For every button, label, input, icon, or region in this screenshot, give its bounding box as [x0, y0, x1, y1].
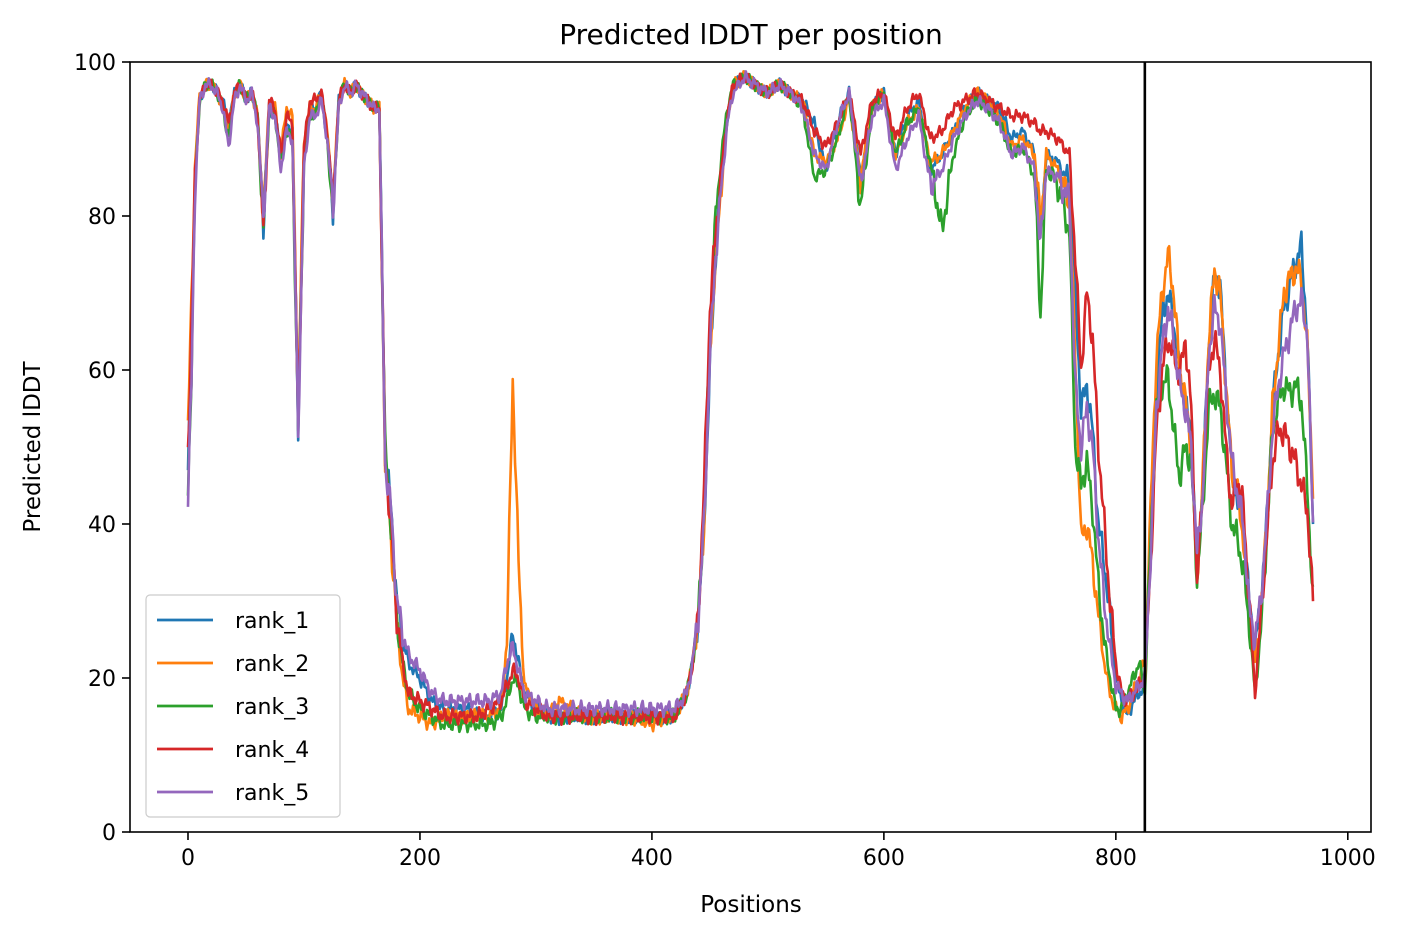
x-tick-label: 0 [181, 846, 195, 871]
x-axis-ticks: 0 200 400 600 800 1000 [181, 832, 1376, 871]
x-axis-label: Positions [700, 892, 802, 918]
chart-title: Predicted lDDT per position [559, 18, 943, 51]
plot-area [186, 62, 1315, 832]
y-axis-ticks: 0 20 40 60 80 100 [74, 51, 130, 846]
y-tick-label: 20 [88, 667, 116, 692]
legend: rank_1 rank_2 rank_3 rank_4 rank_5 [145, 594, 341, 818]
x-tick-label: 200 [399, 846, 441, 871]
legend-label-rank_4: rank_4 [235, 738, 309, 763]
series-line-rank_5 [186, 70, 1315, 719]
y-tick-label: 60 [88, 359, 116, 384]
legend-label-rank_1: rank_1 [235, 609, 309, 634]
legend-label-rank_2: rank_2 [235, 652, 309, 677]
y-tick-label: 40 [88, 513, 116, 538]
x-tick-label: 600 [863, 846, 905, 871]
y-axis-label: Predicted lDDT [20, 360, 46, 532]
x-tick-label: 400 [631, 846, 673, 871]
y-tick-label: 100 [74, 51, 116, 76]
legend-box [145, 594, 341, 818]
y-tick-label: 0 [102, 821, 116, 846]
y-tick-label: 80 [88, 205, 116, 230]
legend-label-rank_5: rank_5 [235, 781, 309, 806]
axes-frame [129, 61, 1372, 833]
legend-label-rank_3: rank_3 [235, 695, 309, 720]
x-tick-label: 800 [1095, 846, 1137, 871]
x-tick-label: 1000 [1320, 846, 1376, 871]
